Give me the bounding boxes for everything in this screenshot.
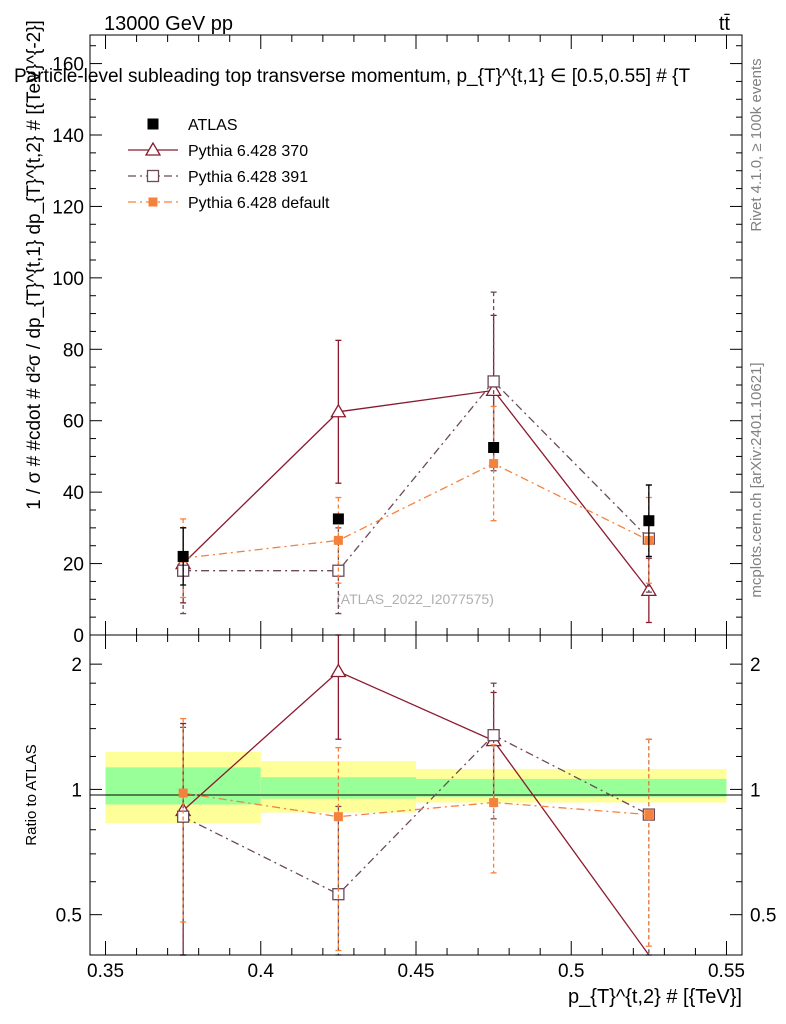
energy-label: 13000 GeV pp — [104, 13, 233, 35]
data-point — [487, 729, 500, 742]
legend-marker — [147, 118, 159, 130]
ratio-band-green — [260, 777, 416, 799]
url-label: mcplots.cern.ch [arXiv:2401.10621] — [748, 362, 765, 597]
data-point — [488, 442, 500, 453]
legend-marker — [148, 197, 158, 207]
y-axis-label: 1 / σ # #cdot # d²σ / dp_{T}^{t,1} dp_{T… — [24, 20, 45, 510]
legend-marker — [146, 169, 160, 183]
data-point — [330, 663, 347, 678]
ratio-y-axis-label: Ratio to ATLAS — [23, 744, 40, 845]
rivet-label: Rivet 4.1.0, ≥ 100k events — [748, 58, 765, 231]
data-point — [640, 582, 657, 597]
y-tick-label: 120 — [52, 197, 84, 218]
x-axis-label: p_{T}^{t,2} # [{TeV}] — [568, 986, 742, 1008]
legend-label: Pythia 6.428 370 — [188, 143, 308, 160]
main-plot-panel: (ATLAS_2022_I2077575) 0 20 40 60 80 100 120 140… — [14, 34, 743, 647]
legend: ATLAS Pythia 6.428 370 Pythia 6.428 391 Pyt… — [128, 117, 330, 212]
data-point — [332, 513, 344, 525]
x-tick-label: 0.35 — [87, 961, 124, 982]
data-point — [489, 798, 499, 808]
ratio-y-tick-label-right: 1 — [750, 780, 761, 801]
legend-marker — [144, 141, 162, 156]
y-tick-label: 60 — [63, 412, 84, 433]
data-point — [487, 375, 500, 388]
series-line — [182, 670, 650, 956]
y-tick-label: 80 — [63, 340, 84, 361]
y-tick-label: 20 — [63, 555, 84, 576]
plot-title: Particle-level subleading top transverse… — [14, 66, 690, 87]
ratio-y-tick-label: 1 — [71, 780, 82, 801]
data-point — [644, 810, 654, 820]
data-point — [485, 382, 502, 397]
data-point — [643, 515, 655, 527]
y-tick-label: 140 — [52, 126, 84, 147]
legend-label: Pythia 6.428 391 — [188, 169, 308, 186]
x-tick-label: 0.55 — [708, 961, 745, 982]
y-tick-label: 100 — [52, 269, 84, 290]
series-line — [182, 389, 650, 591]
series-line — [183, 380, 650, 572]
ratio-y-tick-label-right: 2 — [750, 655, 761, 676]
x-tick-label: 0.4 — [248, 961, 275, 982]
x-tick-label: 0.45 — [398, 961, 435, 982]
ratio-y-tick-label: 2 — [71, 655, 82, 676]
ratio-band-green — [416, 778, 727, 797]
data-point — [178, 788, 188, 798]
series-line — [183, 462, 650, 559]
y-tick-label: 0 — [73, 626, 84, 647]
ratio-plot-panel: 0.35 0.4 0.45 0.5 0.55 0.5 0.5 1 1 2 2 — [56, 634, 776, 982]
x-tick-label: 0.5 — [558, 961, 584, 982]
data-point — [489, 459, 499, 469]
analysis-watermark: (ATLAS_2022_I2077575) — [336, 591, 494, 607]
ratio-y-tick-label: 0.5 — [56, 906, 82, 927]
data-point — [333, 535, 343, 545]
y-tick-label: 160 — [52, 55, 84, 76]
data-point — [177, 550, 189, 562]
legend-label: ATLAS — [188, 117, 238, 134]
series-line — [183, 792, 649, 818]
data-point — [333, 812, 343, 822]
y-tick-label: 40 — [63, 483, 84, 504]
data-point — [330, 403, 347, 418]
ratio-y-tick-label-right: 0.5 — [750, 906, 776, 927]
legend-label: Pythia 6.428 default — [188, 195, 330, 212]
process-label: tt̄ — [719, 13, 731, 35]
